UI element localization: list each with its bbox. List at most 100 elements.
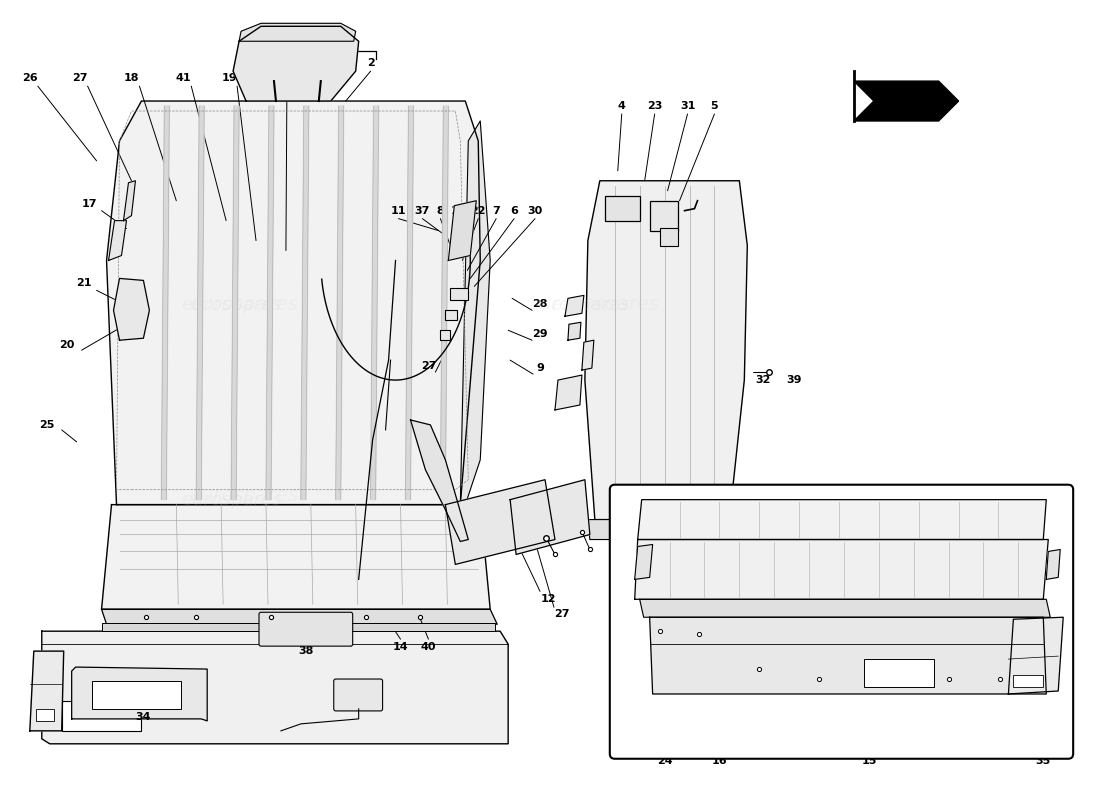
Text: 38: 38 [299, 624, 312, 634]
Text: 27: 27 [554, 610, 570, 619]
Text: 34: 34 [135, 712, 151, 722]
Bar [101, 623, 495, 631]
Polygon shape [1046, 550, 1060, 579]
Text: 22: 22 [471, 206, 486, 216]
Text: 9: 9 [536, 363, 544, 373]
Text: 17: 17 [81, 198, 98, 209]
Bar [605, 196, 640, 221]
Polygon shape [635, 545, 652, 579]
Text: 32: 32 [756, 375, 771, 385]
Polygon shape [123, 181, 135, 221]
Text: 1: 1 [342, 34, 350, 44]
Polygon shape [101, 505, 491, 610]
FancyBboxPatch shape [609, 485, 1074, 758]
Text: 31: 31 [680, 101, 695, 111]
Polygon shape [301, 106, 309, 500]
Polygon shape [410, 420, 469, 542]
Polygon shape [109, 221, 126, 261]
Text: 29: 29 [532, 330, 548, 339]
Text: 18: 18 [123, 73, 140, 83]
Text: 27: 27 [72, 73, 87, 83]
Polygon shape [510, 480, 590, 554]
Polygon shape [107, 101, 481, 505]
Text: eurospares: eurospares [772, 615, 866, 634]
Polygon shape [854, 81, 958, 121]
Polygon shape [233, 26, 359, 101]
Text: 25: 25 [40, 420, 54, 430]
Text: 39: 39 [786, 375, 802, 385]
Bar [62, 701, 142, 731]
Text: 8: 8 [437, 206, 444, 216]
Text: 7: 7 [493, 206, 500, 216]
FancyBboxPatch shape [258, 612, 353, 646]
Text: eurospares: eurospares [180, 296, 282, 314]
Text: 35: 35 [1036, 756, 1050, 766]
Text: 19: 19 [221, 73, 236, 83]
Polygon shape [72, 667, 207, 721]
Polygon shape [587, 519, 747, 539]
Polygon shape [449, 201, 476, 261]
Text: 4: 4 [618, 101, 626, 111]
Text: 27: 27 [420, 361, 437, 371]
Polygon shape [406, 106, 414, 500]
Polygon shape [446, 480, 556, 565]
Polygon shape [585, 181, 747, 519]
Text: 36: 36 [351, 686, 366, 696]
Text: 3: 3 [302, 58, 310, 68]
Text: 2: 2 [366, 58, 374, 68]
Text: 41: 41 [176, 73, 191, 83]
Polygon shape [239, 23, 355, 42]
Polygon shape [568, 322, 581, 340]
Text: 12: 12 [540, 594, 556, 604]
Bar [864, 659, 934, 687]
Polygon shape [638, 500, 1046, 539]
Text: 38: 38 [298, 646, 314, 656]
Bar [440, 330, 450, 340]
Bar [446, 310, 458, 320]
Polygon shape [231, 106, 239, 500]
Polygon shape [582, 340, 594, 370]
Text: 15: 15 [861, 756, 877, 766]
Bar [450, 288, 469, 300]
Polygon shape [42, 631, 508, 744]
Polygon shape [460, 121, 491, 505]
Text: eurospares: eurospares [737, 486, 846, 505]
Bar [91, 681, 182, 709]
Text: 6: 6 [510, 206, 518, 216]
Polygon shape [196, 106, 205, 500]
FancyBboxPatch shape [333, 679, 383, 711]
Polygon shape [440, 106, 449, 500]
Text: 11: 11 [390, 206, 406, 216]
Bar [650, 201, 678, 230]
Text: 16: 16 [712, 756, 727, 766]
Text: eurospares: eurospares [180, 490, 282, 509]
Polygon shape [371, 106, 378, 500]
Polygon shape [650, 618, 1046, 694]
Polygon shape [113, 278, 150, 340]
Text: 24: 24 [657, 756, 672, 766]
Polygon shape [1009, 618, 1064, 694]
Text: 40: 40 [420, 642, 437, 652]
Polygon shape [640, 599, 1050, 618]
Text: 26: 26 [22, 73, 37, 83]
Text: 5: 5 [711, 101, 718, 111]
Text: eurospares: eurospares [188, 486, 297, 505]
Polygon shape [565, 295, 584, 316]
Text: 28: 28 [532, 299, 548, 310]
Bar [1013, 675, 1043, 687]
Text: 20: 20 [59, 340, 75, 350]
Text: 37: 37 [415, 206, 430, 216]
Polygon shape [101, 610, 497, 624]
Polygon shape [266, 106, 274, 500]
Bar [36, 709, 54, 721]
Polygon shape [336, 106, 343, 500]
Text: 14: 14 [393, 642, 408, 652]
Text: eurospares: eurospares [188, 295, 297, 314]
Text: 13: 13 [552, 498, 568, 509]
Text: 21: 21 [76, 278, 91, 289]
Bar [660, 228, 678, 246]
Text: 36: 36 [352, 690, 365, 700]
Text: eurospares: eurospares [529, 296, 630, 314]
Polygon shape [162, 106, 169, 500]
Text: 33: 33 [272, 73, 287, 83]
